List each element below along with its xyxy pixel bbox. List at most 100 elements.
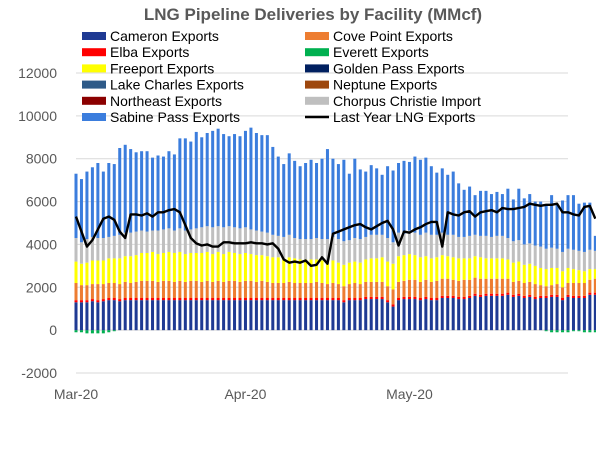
- bar-segment-cove-point-exports: [528, 281, 532, 295]
- bar-segment-chorpus-christie-import: [457, 236, 461, 259]
- bar-segment-elba-exports: [194, 298, 198, 301]
- bar-segment-cove-point-exports: [435, 280, 439, 298]
- bar-segment-cove-point-exports: [265, 281, 269, 298]
- bar-segment-elba-exports: [413, 296, 417, 300]
- bar-segment-elba-exports: [539, 295, 543, 298]
- bar-segment-cove-point-exports: [238, 281, 242, 298]
- bar-segment-elba-exports: [424, 296, 428, 300]
- bar-segment-sabine-pass-exports: [320, 158, 324, 240]
- bar-segment-sabine-pass-exports: [123, 144, 127, 233]
- bar-segment-chorpus-christie-import: [200, 227, 204, 253]
- bar-segment-cameron-exports: [315, 300, 319, 331]
- legend: Cameron Exports Cove Point Exports Elba Ex…: [82, 28, 481, 125]
- bar-segment-freeport-exports: [418, 257, 422, 282]
- bar-segment-freeport-exports: [315, 259, 319, 282]
- bar-segment-chorpus-christie-import: [435, 234, 439, 258]
- bar-segment-freeport-exports: [79, 263, 83, 286]
- bar-segment-elba-exports: [118, 299, 122, 302]
- bar-segment-chorpus-christie-import: [140, 230, 144, 253]
- bar-segment-freeport-exports: [90, 260, 94, 285]
- bar-segment-freeport-exports: [271, 257, 275, 283]
- bar-segment-chorpus-christie-import: [358, 239, 362, 263]
- bar-segment-chorpus-christie-import: [407, 230, 411, 255]
- bar-segment-cove-point-exports: [293, 283, 297, 298]
- bar-segment-chorpus-christie-import: [517, 240, 521, 262]
- bar-segment-cameron-exports: [161, 300, 165, 331]
- bar-segment-freeport-exports: [462, 258, 466, 280]
- bar-segment-elba-exports: [429, 298, 433, 301]
- bar-segment-freeport-exports: [500, 258, 504, 279]
- bar-segment-sabine-pass-exports: [304, 163, 308, 240]
- legend-item-freeport-exports: Freeport Exports: [82, 60, 214, 76]
- bar-segment-cove-point-exports: [205, 280, 209, 298]
- bar-segment-cameron-exports: [500, 295, 504, 331]
- bar-segment-sabine-pass-exports: [517, 188, 521, 241]
- bar-segment-cove-point-exports: [533, 284, 537, 297]
- bar-segment-chorpus-christie-import: [418, 234, 422, 258]
- bar-segment-chorpus-christie-import: [484, 235, 488, 259]
- bar-segment-sabine-pass-exports: [90, 167, 94, 237]
- bar-segment-cove-point-exports: [320, 283, 324, 298]
- bar-segment-cameron-exports: [304, 300, 308, 331]
- bar-segment-freeport-exports: [473, 256, 477, 278]
- bar-segment-chorpus-christie-import: [582, 251, 586, 272]
- bar-segment-cameron-exports: [336, 300, 340, 331]
- bar-segment-chorpus-christie-import: [112, 235, 116, 259]
- bar-segment-freeport-exports: [243, 253, 247, 281]
- bar-segment-sabine-pass-exports: [293, 160, 297, 238]
- bar-segment-cameron-exports: [402, 299, 406, 331]
- bar-segment-cameron-exports: [451, 298, 455, 331]
- bar-segment-freeport-exports: [265, 256, 269, 282]
- bar-segment-cameron-exports: [254, 300, 258, 331]
- bar-segment-cove-point-exports: [479, 278, 483, 295]
- bar-segment-chorpus-christie-import: [194, 228, 198, 253]
- bar-segment-cameron-exports: [145, 300, 149, 331]
- bar-segment-chorpus-christie-import: [167, 228, 171, 252]
- bar-segment-sabine-pass-exports: [435, 172, 439, 235]
- bar-segment-elba-exports: [473, 293, 477, 296]
- legend-item-last-year-lng-exports: Last Year LNG Exports: [305, 109, 475, 125]
- bar-segment-cove-point-exports: [424, 279, 428, 297]
- bar-segment-cameron-exports: [151, 300, 155, 331]
- bar-segment-everett-exports: [577, 330, 581, 332]
- bar-segment-sabine-pass-exports: [571, 195, 575, 250]
- bar-segment-freeport-exports: [593, 269, 596, 279]
- bar-segment-cove-point-exports: [506, 278, 510, 293]
- bar-segment-chorpus-christie-import: [528, 243, 532, 264]
- bar-segment-elba-exports: [304, 298, 308, 301]
- bar-segment-chorpus-christie-import: [386, 238, 390, 262]
- bar-segment-cove-point-exports: [582, 283, 586, 296]
- bar-segment-elba-exports: [238, 298, 242, 301]
- bar-segment-elba-exports: [588, 292, 592, 295]
- legend-swatch: [305, 48, 329, 57]
- bar-segment-elba-exports: [506, 292, 510, 295]
- bar-segment-elba-exports: [555, 294, 559, 297]
- bar-segment-sabine-pass-exports: [566, 195, 570, 249]
- bar-segment-elba-exports: [561, 298, 565, 301]
- bar-segment-sabine-pass-exports: [145, 151, 149, 232]
- bar-segment-freeport-exports: [325, 261, 329, 285]
- bar-segment-chorpus-christie-import: [539, 246, 543, 268]
- bar-segment-cameron-exports: [479, 296, 483, 331]
- y-tick-label: 6000: [26, 194, 57, 210]
- bar-segment-freeport-exports: [140, 253, 144, 281]
- bar-segment-elba-exports: [79, 300, 83, 303]
- bar-segment-freeport-exports: [167, 251, 171, 281]
- bar-segment-sabine-pass-exports: [336, 164, 340, 240]
- bar-segment-freeport-exports: [429, 258, 433, 282]
- bar-segment-freeport-exports: [118, 258, 122, 285]
- bar-segment-cove-point-exports: [484, 278, 488, 294]
- bar-segment-cameron-exports: [358, 300, 362, 331]
- bar-segment-cameron-exports: [287, 300, 291, 331]
- bar-segment-sabine-pass-exports: [424, 157, 428, 233]
- bar-segment-chorpus-christie-import: [85, 239, 89, 263]
- bar-segment-freeport-exports: [205, 251, 209, 281]
- bar-segment-cove-point-exports: [194, 280, 198, 298]
- bar-segment-cove-point-exports: [222, 281, 226, 298]
- bar-segment-elba-exports: [484, 293, 488, 296]
- bar-segment-cove-point-exports: [287, 281, 291, 298]
- bar-segment-chorpus-christie-import: [129, 232, 133, 257]
- bar-segment-freeport-exports: [238, 254, 242, 282]
- bar-segment-sabine-pass-exports: [375, 168, 379, 235]
- bar-segment-sabine-pass-exports: [205, 133, 209, 227]
